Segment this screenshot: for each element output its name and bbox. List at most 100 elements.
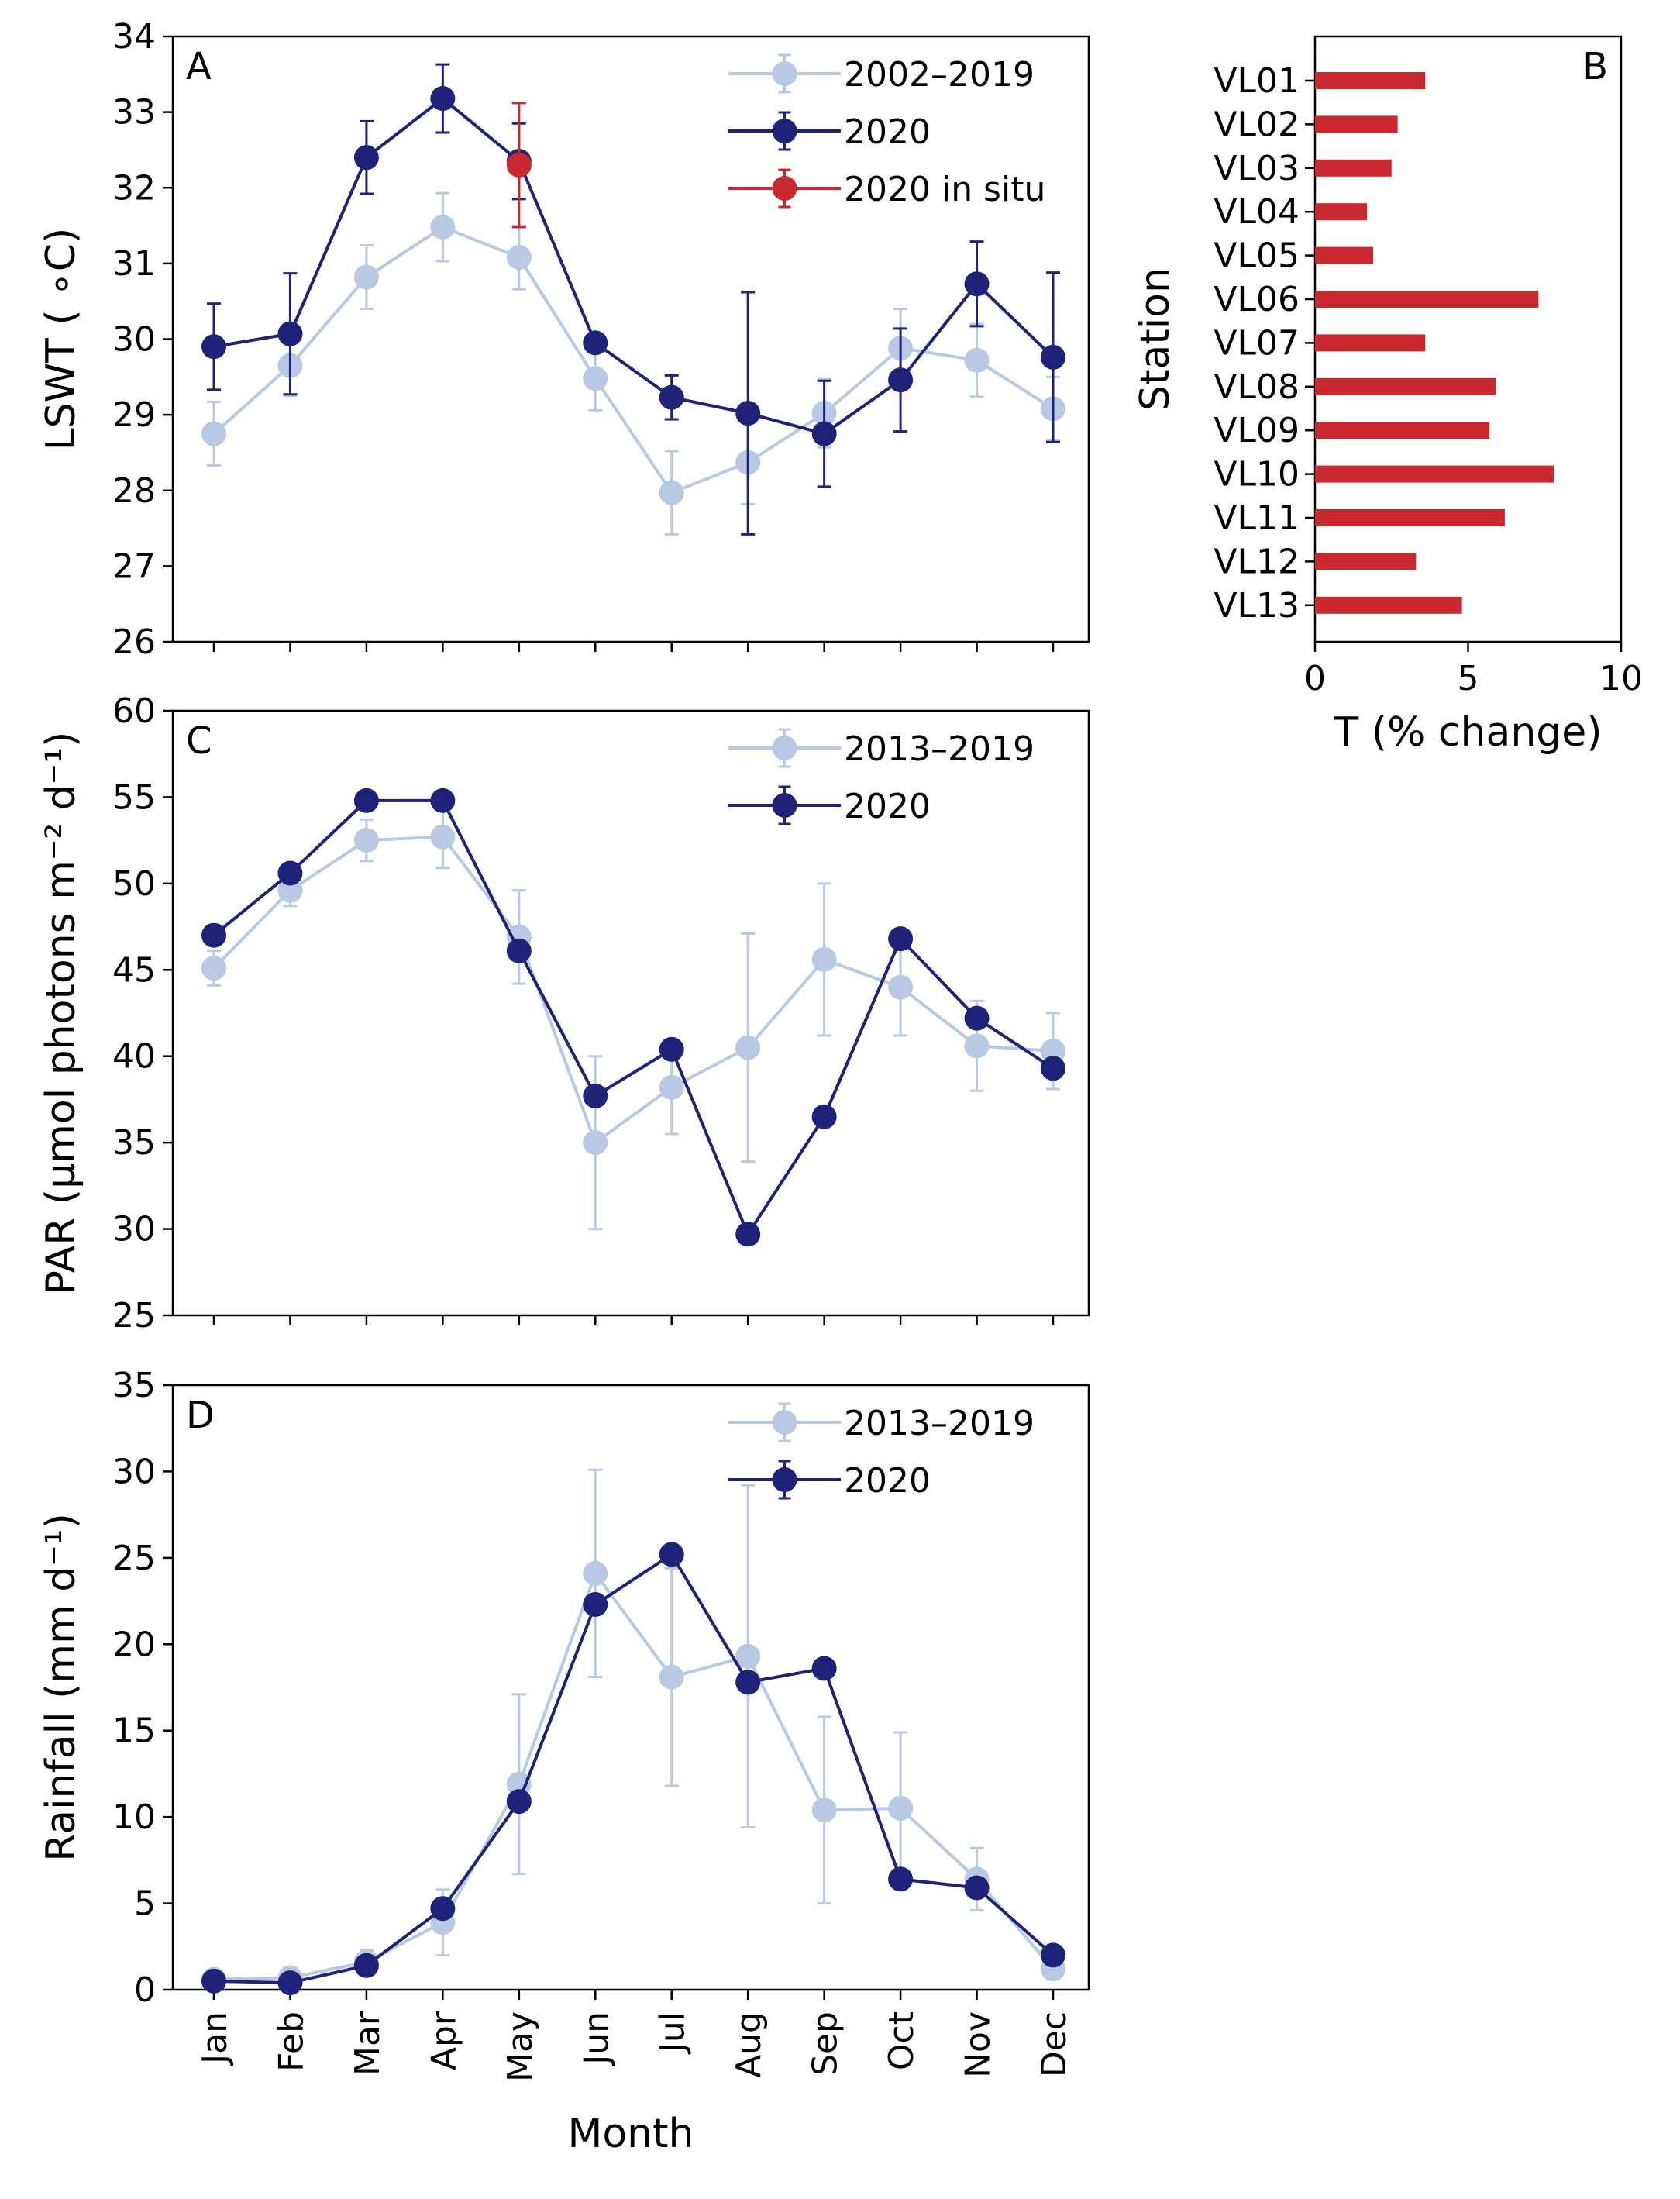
y-tick-label: VL04 [1214,192,1300,232]
y-tick-label: 45 [112,950,156,990]
data-point [1041,1942,1065,1968]
plot-frame [171,709,1090,1317]
x-tick-label: Jul [653,2011,693,2055]
data-point [964,1875,990,1901]
bar [1315,115,1398,133]
bar [1315,159,1392,177]
x-tick-label: Mar [348,2011,387,2076]
bar [1315,553,1417,570]
series-2013–2019 [201,805,1065,1231]
data-point [1041,1039,1065,1064]
y-tick-label: 28 [112,471,156,511]
x-tick-label: Jun [577,2011,616,2067]
legend-label: 2020 [844,1461,931,1501]
y-axis-title: PAR (μmol photons m⁻² d⁻¹) [38,732,84,1295]
data-point [659,1036,684,1062]
bar [1315,203,1368,221]
data-point [201,421,226,446]
data-point [888,1866,914,1892]
data-point [353,788,379,813]
data-point [201,334,226,360]
data-point [201,1968,226,1994]
data-point [659,1542,684,1567]
data-point [583,1130,608,1156]
data-point [888,974,914,1000]
series-2002–2019 [201,191,1065,536]
data-point [277,321,303,346]
x-tick-label: May [501,2011,540,2082]
x-tick-label: 10 [1599,659,1643,698]
data-point [277,877,303,903]
y-tick-label: VL06 [1214,280,1300,319]
data-point [659,384,684,410]
bar [1315,509,1505,526]
plot-frame [171,35,1090,643]
y-tick-label: VL12 [1214,542,1300,581]
y-tick-label: 25 [112,1539,156,1578]
series-line [212,798,1055,1238]
data-point [430,86,456,112]
plot-frame [171,1384,1090,1991]
data-point [353,1953,379,1978]
series-2020 [201,63,1065,536]
x-axis-title: Month [568,2111,694,2157]
y-tick-label: VL02 [1214,105,1300,144]
y-tick-label: 33 [112,93,156,133]
data-point [659,1664,684,1690]
y-tick-label: 55 [112,777,156,817]
data-point [583,330,608,356]
y-tick-label: 5 [134,1884,156,1924]
y-axis-title: LSWT ( ∘C) [38,228,84,451]
y-tick-label: 15 [112,1711,156,1751]
y-tick-label: 34 [112,17,156,57]
legend-marker [772,793,797,818]
data-point [735,1670,761,1695]
data-point [506,1771,532,1797]
data-point [201,922,226,948]
legend: 2002–2019 2020 2020 in situ [728,53,1045,209]
x-tick-label: Oct [882,2011,921,2070]
y-tick-label: 31 [112,244,156,284]
y-tick-label: VL10 [1214,455,1300,495]
panel-letter: D [186,1394,215,1437]
data-point [277,860,303,886]
series-line [213,96,1055,436]
data-point [964,347,990,373]
data-point [583,1592,608,1618]
data-point [735,1035,761,1060]
data-point [353,828,379,853]
data-point [430,788,456,813]
bar [1315,377,1496,395]
series-2020 [201,788,1065,1247]
legend-label: 2020 [844,112,931,152]
x-axis-title: T (% change) [1333,709,1602,756]
bar [1315,334,1426,352]
series-2013–2019 [201,1468,1065,1992]
legend-label: 2013–2019 [844,729,1035,769]
x-tick-label: Nov [959,2011,998,2078]
y-tick-label: 30 [112,1452,156,1491]
y-tick-label: 30 [112,1210,156,1249]
panel-c-par-chart: 25 30 35 40 45 50 55 60 PAR (μmol photons m⁻² d⁻… [38,691,1090,1336]
data-point [583,366,608,391]
panel-letter: C [186,719,212,763]
y-tick-label: 10 [112,1797,156,1837]
data-point [506,152,532,178]
y-tick-label: VL07 [1214,323,1300,363]
y-tick-label: VL09 [1214,411,1300,450]
bar [1315,596,1462,614]
x-tick-label: Aug [729,2011,769,2078]
data-point [506,1789,532,1815]
series-2020 in situ [506,102,532,229]
data-point [277,1970,303,1996]
y-tick-label: 30 [112,320,156,360]
data-point [888,1796,914,1821]
y-tick-label: VL13 [1214,586,1300,626]
y-tick-label: 60 [112,691,156,731]
data-point [353,145,379,171]
data-point [583,1083,608,1108]
series-line [212,835,1054,1146]
data-point [811,1104,837,1129]
